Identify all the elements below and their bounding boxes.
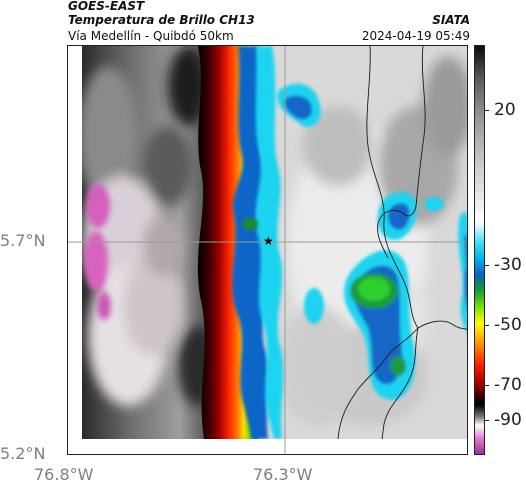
colorbar-tick [484,110,489,111]
temperature-colorbar [474,45,485,455]
map-canvas: ★ [68,46,467,454]
lon-label-76-8: 76.8°W [34,465,94,484]
colorbar-tick [484,420,489,421]
no-data-left [68,46,82,454]
brightness-temperature-map: ★ [67,45,468,455]
lat-label-5-7: 5.7°N [0,231,46,250]
colorbar-label-minus-90: -90 [494,410,522,430]
satellite-title: GOES-EAST [68,0,145,13]
product-title: Temperatura de Brillo CH13 [68,13,255,27]
region-label: Vía Medellín - Quibdó 50km [68,29,234,43]
colorbar-label-minus-70: -70 [494,375,522,395]
datetime-label: 2024-04-19 05:49 [361,29,470,43]
coldest-tops [84,184,111,320]
admin-borders [337,46,467,440]
no-data-bottom [68,439,467,454]
colorbar-tick [484,265,489,266]
colorbar-tick [484,385,489,386]
agency-label: SIATA [432,13,470,27]
lat-label-5-2: 5.2°N [0,444,46,463]
colorbar-tick [484,325,489,326]
colorbar-label-minus-50: -50 [494,315,522,335]
lon-label-76-3: 76.3°W [253,465,313,484]
colorbar-label-20: 20 [494,100,516,120]
star-icon: ★ [263,234,274,248]
right-convective-cells [277,83,467,400]
front-green-cell [242,218,258,230]
colorbar-label-minus-30: -30 [494,255,522,275]
